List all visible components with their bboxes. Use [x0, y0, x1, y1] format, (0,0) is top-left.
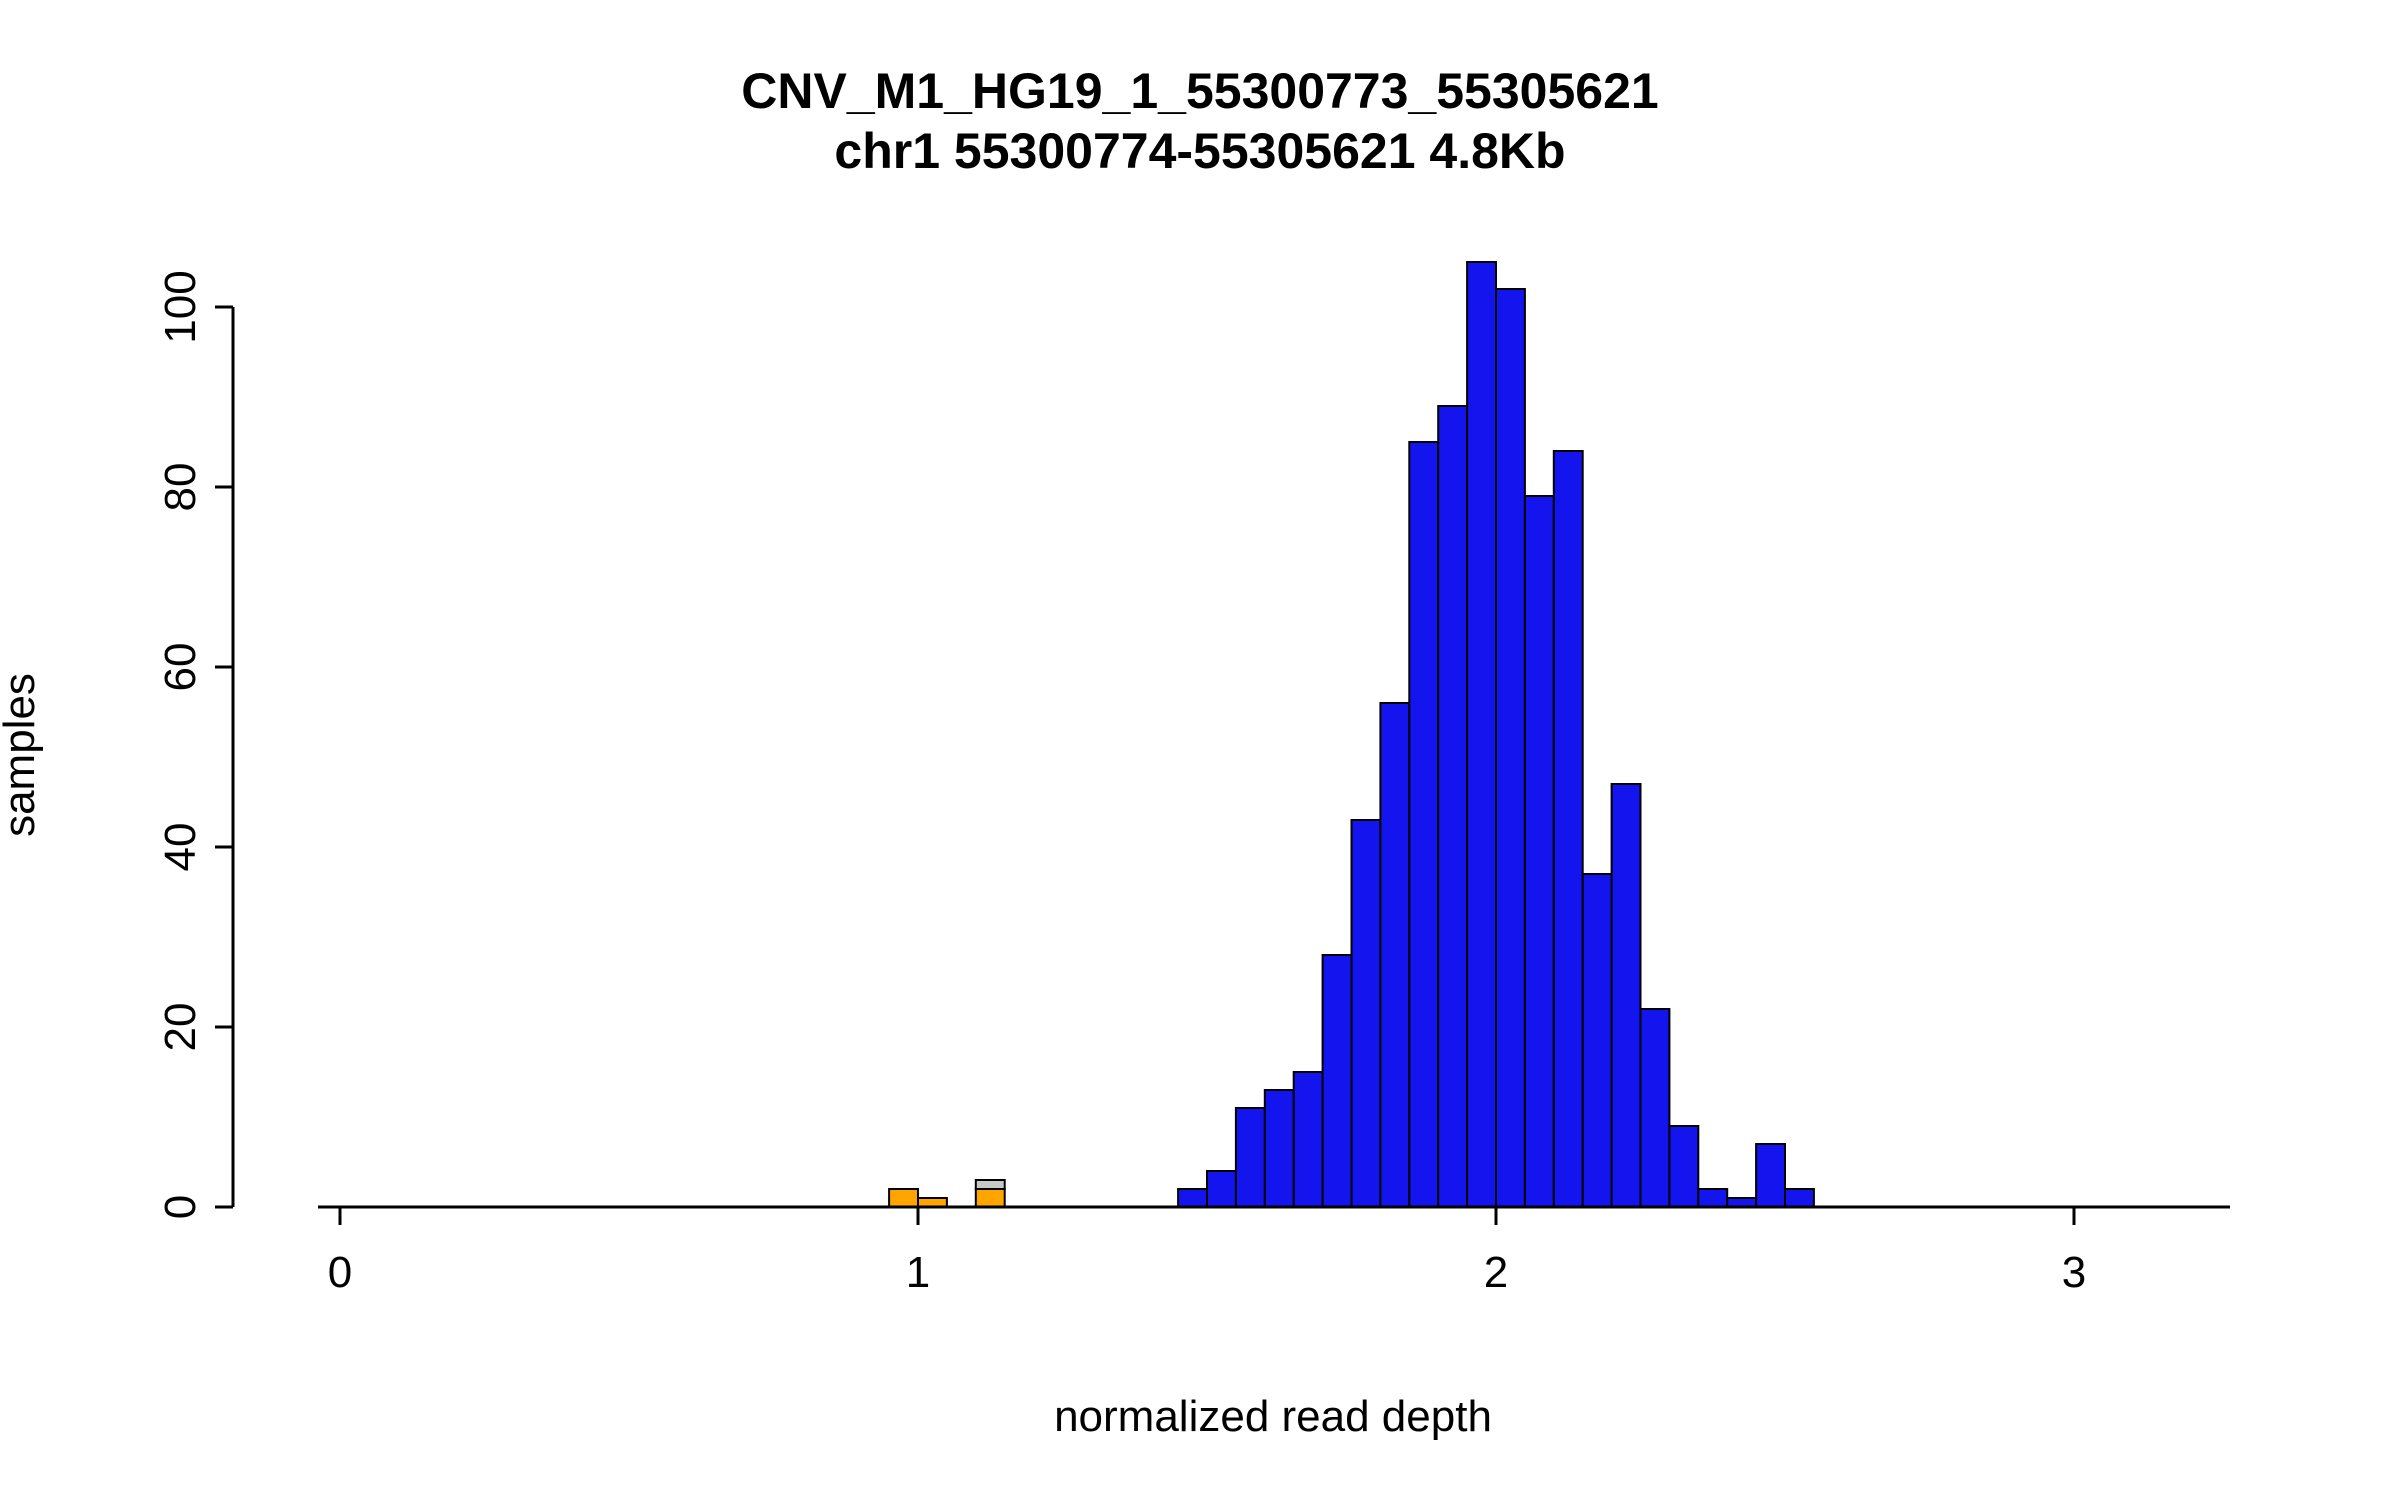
histogram-bar [974, 1179, 1006, 1190]
x-axis-tick-label: 0 [328, 1248, 352, 1297]
histogram-bar [1697, 1188, 1729, 1208]
x-axis: 0 1 2 3 [318, 1205, 2230, 1297]
histogram-bar [1610, 783, 1642, 1208]
y-axis-tick-label: 20 [156, 1003, 205, 1052]
y-axis-tick-label: 0 [156, 1195, 205, 1219]
y-axis: 0 20 40 60 80 100 [156, 270, 235, 1219]
histogram-bar [1523, 495, 1555, 1208]
histogram-bar [1177, 1188, 1208, 1208]
y-axis-tick-label: 100 [156, 270, 205, 343]
y-axis-tick-label: 60 [156, 643, 205, 692]
histogram-bar [1581, 873, 1613, 1208]
y-axis-label: samples [0, 673, 44, 837]
histogram-bar [1292, 1071, 1324, 1208]
chart-title: CNV_M1_HG19_1_55300773_55305621 [741, 63, 1659, 119]
x-axis-tick-label: 2 [1484, 1248, 1508, 1297]
histogram-bar [1466, 261, 1497, 1208]
histogram-bars [888, 261, 1815, 1208]
histogram-bar [1755, 1143, 1786, 1208]
x-axis-tick-label: 3 [2062, 1248, 2086, 1297]
histogram-bar [1495, 288, 1526, 1208]
x-axis-tick-label: 1 [906, 1248, 930, 1297]
x-axis-label: normalized read depth [1054, 1392, 1492, 1441]
histogram-bar [1234, 1107, 1266, 1208]
chart-subtitle: chr1 55300774-55305621 4.8Kb [834, 123, 1566, 179]
histogram-bar [1437, 405, 1469, 1208]
histogram-bar [1668, 1125, 1700, 1208]
y-axis-tick-label: 40 [156, 823, 205, 872]
histogram-bar [1206, 1170, 1237, 1208]
histogram-bar [1263, 1089, 1295, 1208]
histogram-bar [1639, 1008, 1671, 1208]
histogram-bar [1321, 954, 1353, 1208]
histogram-bar [888, 1188, 919, 1208]
histogram-bar [1784, 1188, 1815, 1208]
histogram-bar [1408, 441, 1440, 1208]
histogram-bar [974, 1188, 1006, 1208]
y-axis-tick-label: 80 [156, 463, 205, 512]
histogram-bar [1379, 702, 1411, 1208]
histogram-bar [1552, 450, 1584, 1208]
histogram-bar [1350, 819, 1382, 1208]
